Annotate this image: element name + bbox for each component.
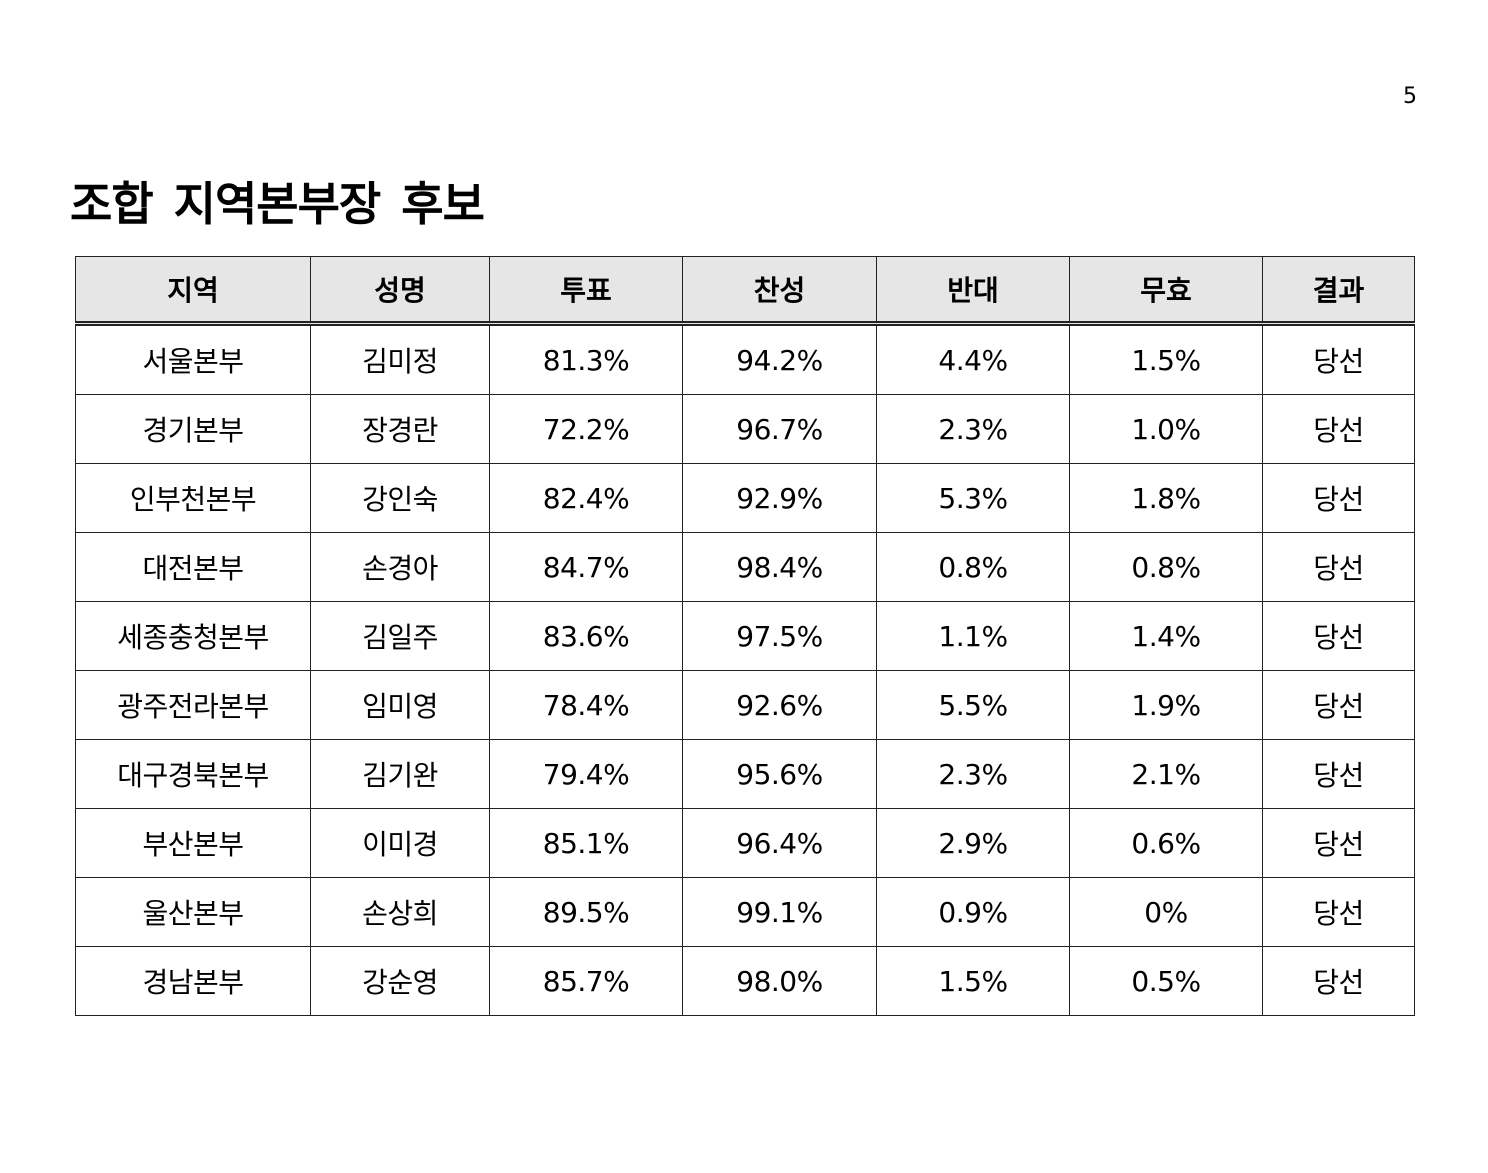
cell-region: 광주전라본부 [75, 670, 311, 740]
cell-invalid: 0.5% [1069, 946, 1263, 1016]
page-title: 조합 지역본부장 후보 [70, 177, 485, 231]
cell-region: 대전본부 [75, 532, 311, 602]
cell-invalid: 0.8% [1069, 532, 1263, 602]
cell-result: 당선 [1262, 463, 1415, 533]
cell-turnout: 85.1% [489, 808, 683, 878]
cell-approve: 96.7% [682, 394, 877, 464]
table-row: 대구경북본부 김기완 79.4% 95.6% 2.3% 2.1% 당선 [75, 739, 1415, 809]
cell-name: 임미영 [310, 670, 490, 740]
cell-turnout: 84.7% [489, 532, 683, 602]
cell-name: 강순영 [310, 946, 490, 1016]
cell-approve: 98.4% [682, 532, 877, 602]
cell-name: 이미경 [310, 808, 490, 878]
cell-name: 김일주 [310, 601, 490, 671]
table-row: 서울본부 김미정 81.3% 94.2% 4.4% 1.5% 당선 [75, 323, 1415, 395]
table-row: 경남본부 강순영 85.7% 98.0% 1.5% 0.5% 당선 [75, 946, 1415, 1016]
cell-region: 인부천본부 [75, 463, 311, 533]
header-turnout: 투표 [489, 256, 683, 326]
cell-approve: 99.1% [682, 877, 877, 947]
header-region: 지역 [75, 256, 311, 326]
table-row: 울산본부 손상희 89.5% 99.1% 0.9% 0% 당선 [75, 877, 1415, 947]
page-number: 5 [1403, 84, 1417, 109]
cell-invalid: 1.9% [1069, 670, 1263, 740]
cell-result: 당선 [1262, 323, 1415, 395]
cell-invalid: 2.1% [1069, 739, 1263, 809]
cell-oppose: 2.3% [876, 739, 1070, 809]
cell-name: 김기완 [310, 739, 490, 809]
cell-approve: 95.6% [682, 739, 877, 809]
table-row: 인부천본부 강인숙 82.4% 92.9% 5.3% 1.8% 당선 [75, 463, 1415, 533]
cell-region: 세종충청본부 [75, 601, 311, 671]
cell-result: 당선 [1262, 601, 1415, 671]
cell-oppose: 5.5% [876, 670, 1070, 740]
cell-turnout: 78.4% [489, 670, 683, 740]
header-invalid: 무효 [1069, 256, 1263, 326]
cell-region: 대구경북본부 [75, 739, 311, 809]
cell-approve: 97.5% [682, 601, 877, 671]
cell-result: 당선 [1262, 670, 1415, 740]
cell-result: 당선 [1262, 808, 1415, 878]
cell-turnout: 83.6% [489, 601, 683, 671]
cell-name: 김미정 [310, 323, 490, 395]
cell-turnout: 79.4% [489, 739, 683, 809]
cell-invalid: 1.5% [1069, 323, 1263, 395]
cell-approve: 96.4% [682, 808, 877, 878]
cell-invalid: 1.8% [1069, 463, 1263, 533]
cell-invalid: 1.4% [1069, 601, 1263, 671]
cell-result: 당선 [1262, 394, 1415, 464]
cell-region: 울산본부 [75, 877, 311, 947]
cell-invalid: 1.0% [1069, 394, 1263, 464]
cell-invalid: 0.6% [1069, 808, 1263, 878]
cell-oppose: 0.8% [876, 532, 1070, 602]
cell-result: 당선 [1262, 532, 1415, 602]
cell-turnout: 82.4% [489, 463, 683, 533]
header-name: 성명 [310, 256, 490, 326]
table-row: 대전본부 손경아 84.7% 98.4% 0.8% 0.8% 당선 [75, 532, 1415, 602]
cell-oppose: 2.3% [876, 394, 1070, 464]
cell-region: 경남본부 [75, 946, 311, 1016]
cell-approve: 98.0% [682, 946, 877, 1016]
cell-approve: 92.6% [682, 670, 877, 740]
cell-oppose: 5.3% [876, 463, 1070, 533]
cell-name: 장경란 [310, 394, 490, 464]
cell-name: 손상희 [310, 877, 490, 947]
header-oppose: 반대 [876, 256, 1070, 326]
cell-name: 강인숙 [310, 463, 490, 533]
cell-turnout: 89.5% [489, 877, 683, 947]
cell-oppose: 0.9% [876, 877, 1070, 947]
table-row: 경기본부 장경란 72.2% 96.7% 2.3% 1.0% 당선 [75, 394, 1415, 464]
cell-oppose: 1.5% [876, 946, 1070, 1016]
cell-name: 손경아 [310, 532, 490, 602]
cell-approve: 92.9% [682, 463, 877, 533]
cell-result: 당선 [1262, 877, 1415, 947]
cell-turnout: 85.7% [489, 946, 683, 1016]
table-row: 세종충청본부 김일주 83.6% 97.5% 1.1% 1.4% 당선 [75, 601, 1415, 671]
cell-result: 당선 [1262, 946, 1415, 1016]
cell-oppose: 4.4% [876, 323, 1070, 395]
header-result: 결과 [1262, 256, 1415, 326]
cell-oppose: 2.9% [876, 808, 1070, 878]
cell-turnout: 81.3% [489, 323, 683, 395]
cell-oppose: 1.1% [876, 601, 1070, 671]
cell-approve: 94.2% [682, 323, 877, 395]
header-approve: 찬성 [682, 256, 877, 326]
election-results-table: 지역 성명 투표 찬성 반대 무효 결과 서울본부 김미정 81.3% 94.2… [75, 256, 1415, 1016]
table-header-row: 지역 성명 투표 찬성 반대 무효 결과 [75, 256, 1415, 326]
table-row: 광주전라본부 임미영 78.4% 92.6% 5.5% 1.9% 당선 [75, 670, 1415, 740]
cell-region: 서울본부 [75, 323, 311, 395]
cell-result: 당선 [1262, 739, 1415, 809]
cell-turnout: 72.2% [489, 394, 683, 464]
table-row: 부산본부 이미경 85.1% 96.4% 2.9% 0.6% 당선 [75, 808, 1415, 878]
cell-region: 경기본부 [75, 394, 311, 464]
cell-region: 부산본부 [75, 808, 311, 878]
cell-invalid: 0% [1069, 877, 1263, 947]
